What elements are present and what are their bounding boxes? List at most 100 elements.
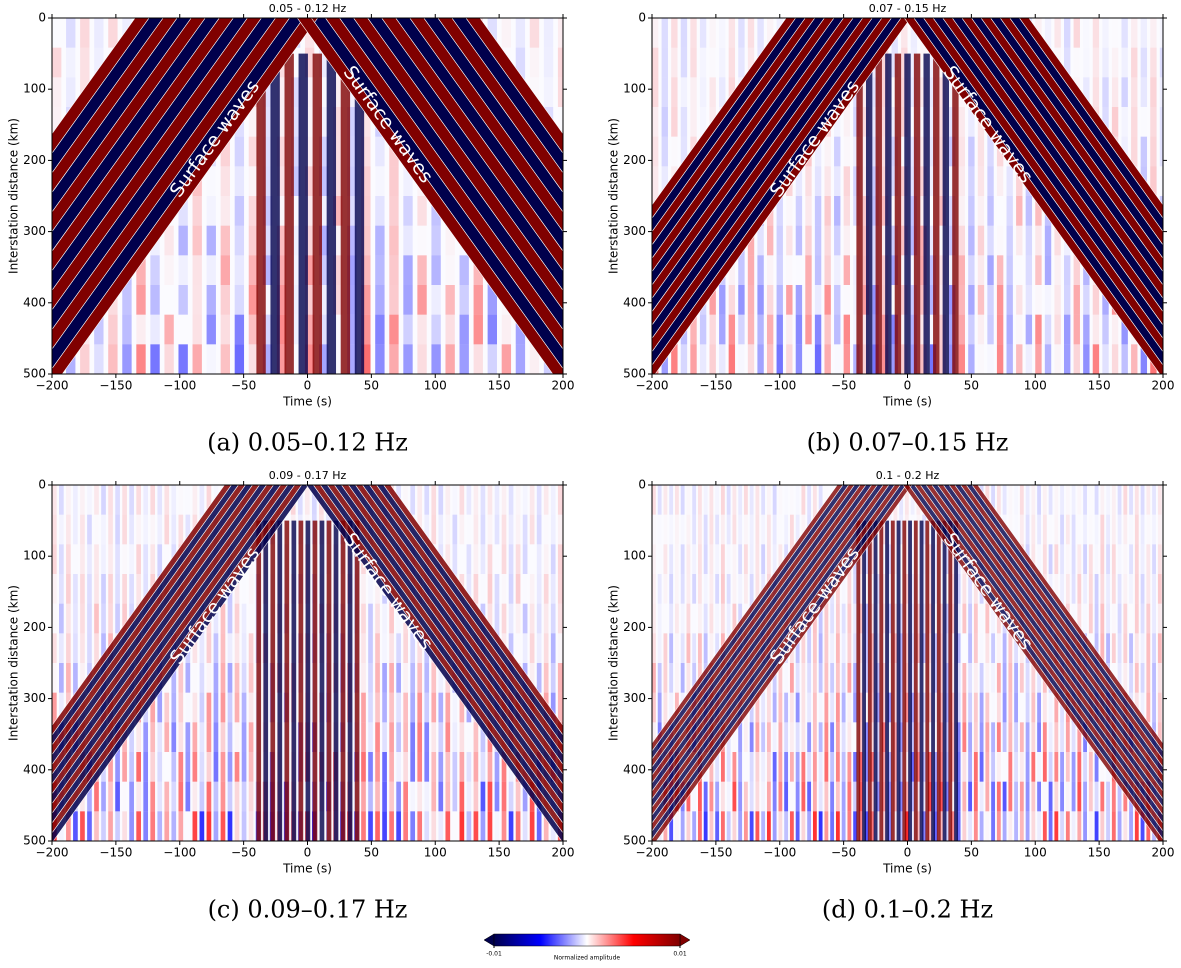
noise-stripe	[221, 285, 230, 315]
noise-stripe	[1112, 782, 1116, 812]
noise-stripe	[997, 693, 1001, 723]
noise-stripe	[1037, 752, 1041, 782]
noise-stripe	[1008, 782, 1012, 812]
noise-stripe	[516, 344, 525, 374]
noise-stripe	[438, 752, 443, 782]
noise-stripe	[375, 633, 380, 663]
noise-stripe	[652, 77, 658, 107]
noise-stripe	[481, 544, 486, 574]
noise-stripe	[129, 811, 134, 841]
noise-stripe	[1100, 485, 1104, 515]
noise-stripe	[844, 255, 850, 285]
noise-stripe	[997, 633, 1001, 663]
x-tick-label: 100	[424, 379, 447, 393]
x-tick-label: −150	[699, 846, 732, 860]
noise-stripe	[698, 604, 702, 634]
noise-stripe	[959, 166, 965, 196]
noise-stripe	[652, 107, 658, 137]
noise-stripe	[52, 544, 57, 574]
noise-stripe	[1003, 633, 1007, 663]
caption: (b) 0.07–0.15 Hz	[807, 429, 1009, 457]
noise-stripe	[221, 344, 230, 374]
center-stripe	[954, 521, 958, 841]
noise-stripe	[410, 663, 415, 693]
noise-stripe	[813, 722, 817, 752]
noise-stripe	[94, 574, 99, 604]
noise-stripe	[1008, 752, 1012, 782]
noise-stripe	[1083, 604, 1087, 634]
noise-stripe	[1049, 722, 1053, 752]
noise-stripe	[968, 693, 972, 723]
x-tick-label: 50	[964, 379, 979, 393]
noise-stripe	[698, 633, 702, 663]
noise-stripe	[824, 663, 828, 693]
noise-stripe	[778, 485, 782, 515]
noise-stripe	[700, 315, 706, 345]
noise-stripe	[207, 722, 212, 752]
noise-stripe	[171, 693, 176, 723]
noise-stripe	[474, 315, 483, 345]
noise-stripe	[361, 752, 366, 782]
noise-stripe	[523, 811, 528, 841]
noise-stripe	[530, 485, 535, 515]
noise-stripe	[488, 811, 493, 841]
noise-stripe	[558, 663, 563, 693]
noise-stripe	[193, 226, 202, 256]
noise-stripe	[675, 574, 679, 604]
noise-stripe	[807, 693, 811, 723]
noise-stripe	[221, 315, 230, 345]
noise-stripe	[94, 344, 103, 374]
noise-stripe	[207, 255, 216, 285]
noise-stripe	[815, 166, 821, 196]
noise-stripe	[1131, 107, 1137, 137]
noise-stripe	[108, 485, 113, 515]
noise-stripe	[87, 633, 92, 663]
noise-stripe	[675, 811, 679, 841]
noise-stripe	[474, 515, 479, 545]
noise-stripe	[150, 515, 155, 545]
noise-stripe	[537, 663, 542, 693]
noise-stripe	[73, 515, 78, 545]
noise-stripe	[445, 811, 450, 841]
noise-stripe	[481, 752, 486, 782]
noise-stripe	[150, 315, 159, 345]
noise-stripe	[375, 811, 380, 841]
noise-stripe	[396, 782, 401, 812]
noise-stripe	[368, 693, 373, 723]
noise-stripe	[410, 693, 415, 723]
noise-stripe	[1112, 485, 1116, 515]
noise-stripe	[516, 485, 521, 515]
noise-stripe	[1095, 515, 1099, 545]
noise-stripe	[1066, 752, 1070, 782]
noise-stripe	[214, 663, 219, 693]
noise-stripe	[796, 285, 802, 315]
noise-stripe	[1026, 226, 1032, 256]
noise-stripe	[460, 255, 469, 285]
noise-stripe	[523, 485, 528, 515]
noise-stripe	[669, 604, 673, 634]
caption: (d) 0.1–0.2 Hz	[822, 896, 993, 924]
noise-stripe	[73, 663, 78, 693]
noise-stripe	[1112, 77, 1118, 107]
noise-stripe	[767, 782, 771, 812]
noise-stripe	[558, 574, 563, 604]
noise-stripe	[1089, 782, 1093, 812]
noise-stripe	[778, 693, 782, 723]
noise-stripe	[801, 693, 805, 723]
noise-stripe	[66, 48, 75, 78]
noise-stripe	[652, 663, 656, 693]
noise-stripe	[824, 693, 828, 723]
noise-stripe	[474, 722, 479, 752]
noise-stripe	[968, 344, 974, 374]
noise-stripe	[1014, 485, 1018, 515]
noise-stripe	[968, 811, 972, 841]
noise-stripe	[1131, 48, 1137, 78]
noise-stripe	[796, 782, 800, 812]
noise-stripe	[1146, 515, 1150, 545]
noise-stripe	[824, 255, 830, 285]
noise-stripe	[681, 18, 687, 48]
noise-stripe	[767, 226, 773, 256]
noise-stripe	[987, 285, 993, 315]
noise-stripe	[796, 255, 802, 285]
noise-stripe	[1077, 574, 1081, 604]
